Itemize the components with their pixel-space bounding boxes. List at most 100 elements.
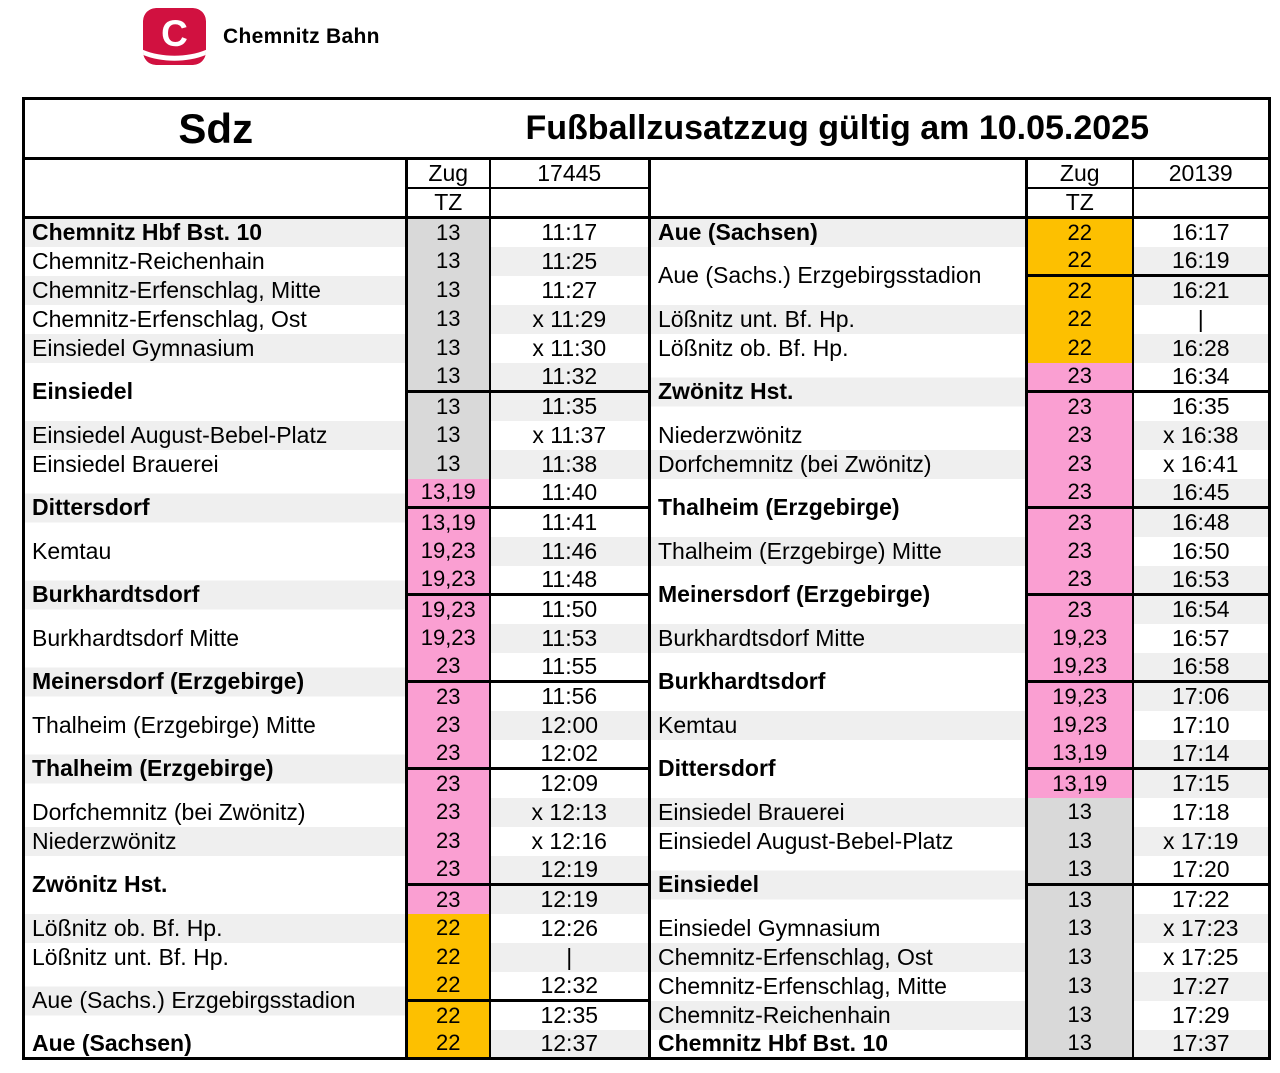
station-cell: Lößnitz ob. Bf. Hp.	[649, 333, 1028, 363]
time-cell: 16:50	[1171, 537, 1230, 564]
tz-cell: 22	[1026, 275, 1134, 305]
tz-cell: 23	[1026, 420, 1134, 450]
tz-cell: 13	[1026, 1029, 1134, 1059]
timetable-table: Sdz Fußballzusatzzug gültig am 10.05.202…	[22, 97, 1271, 1060]
time-cell: x 16:41	[1163, 450, 1239, 477]
tz-cell: 23	[406, 652, 491, 683]
timetable-row: Einsiedel 13 11:32 Zwönitz Hst. 23 16:34	[23, 362, 1270, 421]
tz-cell: 19,23	[406, 594, 491, 624]
timetable-row: Chemnitz-Reichenhain 13 11:25 Aue (Sachs.) …	[23, 246, 1270, 305]
tz-cell: 19,23	[406, 623, 491, 653]
station-cell: Einsiedel	[23, 362, 408, 421]
time-cell: 17:18	[1171, 798, 1230, 825]
tz-cell: 22	[1026, 246, 1134, 277]
station-cell: Niederzwönitz	[23, 826, 408, 856]
time-cell: 17:15	[1132, 768, 1270, 798]
tz-cell: 13	[1026, 1000, 1134, 1030]
time-cell: 16:57	[1171, 624, 1230, 651]
station-cell: Lößnitz unt. Bf. Hp.	[649, 304, 1028, 334]
tz-cell: 13	[1026, 942, 1134, 972]
tz-cell: 13	[406, 217, 491, 247]
time-cell: 12:19	[489, 884, 651, 914]
tz-cell: 13	[1026, 797, 1134, 827]
time-cell: 11:27	[489, 275, 651, 305]
time-cell: 16:48	[1132, 507, 1270, 537]
timetable-row: Dorfchemnitz (bei Zwönitz) 23 x 12:13 Einsi…	[23, 797, 1270, 827]
tz-cell: 23	[406, 710, 491, 740]
time-cell: 11:35	[489, 391, 651, 421]
tz-cell: 22	[406, 971, 491, 1002]
tz-cell: 23	[1026, 594, 1134, 624]
time-cell: 16:19	[1132, 246, 1270, 277]
tz-cell: 23	[1026, 565, 1134, 596]
train-type-code: Sdz	[23, 98, 407, 160]
tz-cell: 23	[1026, 478, 1134, 509]
timetable-row: 13,19 11:41 23 16:48	[24, 507, 1270, 537]
station-cell: Burkhardtsdorf	[649, 652, 1028, 711]
timetable-row: Lößnitz ob. Bf. Hp. 22 12:26 Einsiedel Gymn…	[23, 913, 1270, 943]
zug-header-label-right: Zug	[1025, 157, 1134, 189]
timetable-row: Einsiedel Gymnasium 13 x 11:30 Lößnitz ob. …	[23, 333, 1270, 363]
time-cell: 12:32	[489, 971, 651, 1002]
station-header-empty-right	[649, 158, 1028, 219]
page-title: Fußballzusatzzug gültig am 10.05.2025	[406, 98, 1270, 160]
tz-cell: 13,19	[406, 507, 491, 537]
station-cell: Chemnitz-Reichenhain	[23, 246, 408, 276]
tz-cell: 23	[1026, 536, 1134, 566]
timetable-row: Aue (Sachs.) Erzgebirgsstadion 22 12:32 Che…	[23, 971, 1270, 1030]
time-cell: x 12:16	[489, 826, 651, 856]
tz-cell: 13	[406, 362, 491, 393]
tz-cell: 19,23	[406, 536, 491, 566]
station-cell: Chemnitz-Erfenschlag, Mitte	[23, 275, 408, 305]
tz-cell: 13	[1026, 855, 1134, 886]
station-cell: Einsiedel Gymnasium	[23, 333, 408, 363]
time-cell: x 17:25	[1163, 943, 1239, 970]
tz-header-label-left: TZ	[405, 187, 491, 219]
timetable-row: Einsiedel Brauerei 13 11:38 Dorfchemnitz (b…	[23, 449, 1270, 479]
tz-cell: 13,19	[1026, 739, 1134, 770]
tz-cell: 13	[406, 246, 491, 276]
station-cell: Aue (Sachsen)	[23, 1029, 408, 1059]
station-cell: Chemnitz Hbf Bst. 10	[23, 217, 408, 247]
time-cell: 11:32	[489, 362, 651, 393]
timetable-row: 19,23 11:50 23 16:54	[24, 594, 1270, 624]
station-cell: Einsiedel Gymnasium	[649, 913, 1028, 943]
tz-cell: 23	[1026, 449, 1134, 479]
station-cell: Burkhardtsdorf Mitte	[23, 623, 408, 653]
time-cell: 16:53	[1132, 565, 1270, 596]
tz-cell: 19,23	[1026, 652, 1134, 683]
timetable-row: Dittersdorf 13,19 11:40 Thalheim (Erzgebirg…	[23, 478, 1270, 537]
time-cell: 16:17	[1171, 219, 1230, 246]
logo-background	[143, 8, 206, 65]
logo-letter: C	[161, 13, 188, 54]
tz-cell: 23	[406, 768, 491, 798]
timetable-row: Aue (Sachsen) 22 12:37 Chemnitz Hbf Bst. 10…	[23, 1029, 1270, 1059]
tz-cell: 13	[1026, 826, 1134, 856]
station-cell: Zwönitz Hst.	[23, 855, 408, 914]
station-cell: Lößnitz ob. Bf. Hp.	[23, 913, 408, 943]
station-cell: Dittersdorf	[649, 739, 1028, 798]
station-cell: Einsiedel Brauerei	[649, 797, 1028, 827]
tz-cell: 13	[406, 304, 491, 334]
timetable-row: Chemnitz-Erfenschlag, Ost 13 x 11:29 Lößnit…	[23, 304, 1270, 334]
time-cell: 17:20	[1132, 855, 1270, 886]
station-cell: Chemnitz-Erfenschlag, Ost	[649, 942, 1028, 972]
time-cell: 16:28	[1132, 333, 1270, 363]
tz-cell: 22	[1026, 304, 1134, 334]
time-cell: 11:38	[489, 449, 651, 479]
time-cell: 17:10	[1171, 711, 1230, 738]
timetable-row: Burkhardtsdorf 19,23 11:48 Meinersdorf (Erz…	[23, 565, 1270, 624]
time-cell: x 16:38	[1132, 420, 1270, 450]
station-cell: Thalheim (Erzgebirge) Mitte	[23, 710, 408, 740]
tz-cell: 23	[406, 797, 491, 827]
tz-cell: 23	[406, 884, 491, 914]
tz-cell: 23	[1026, 362, 1134, 393]
tz-cell: 22	[1026, 217, 1134, 247]
timetable-row: Chemnitz-Erfenschlag, Mitte 13 11:27 22 16:2…	[23, 275, 1270, 305]
timetable-row: Thalheim (Erzgebirge) 23 12:02 Dittersdorf 1…	[23, 739, 1270, 798]
timetable-row: Einsiedel August-Bebel-Platz 13 x 11:37 Nie…	[23, 420, 1270, 450]
station-cell: Kemtau	[23, 536, 408, 566]
tz-cell: 22	[1026, 333, 1134, 363]
station-cell: Chemnitz-Reichenhain	[649, 1000, 1028, 1030]
tz-cell: 19,23	[1026, 623, 1134, 653]
